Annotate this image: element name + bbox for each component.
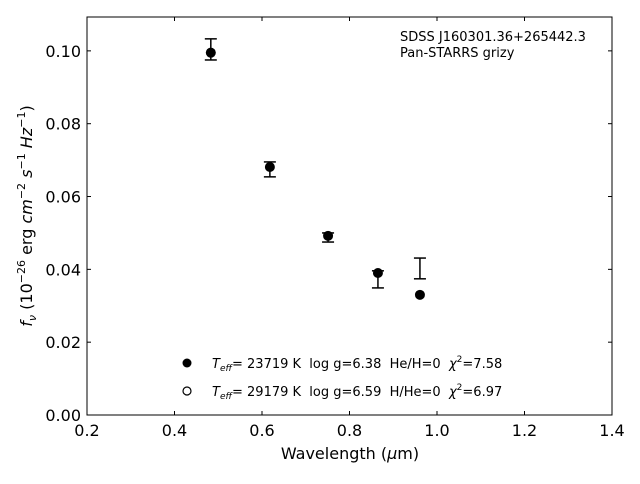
y-tick-label: 0.02 <box>45 333 81 352</box>
x-tick-label: 0.6 <box>249 421 274 440</box>
model-point-filled <box>205 47 216 58</box>
legend-marker-filled <box>182 358 192 368</box>
y-axis-label: fν (10−26 erg cm−2 s−1 Hz−1) <box>15 105 39 326</box>
model-point-filled <box>323 230 334 241</box>
plot-frame <box>86 16 613 416</box>
model-point-filled <box>372 267 383 278</box>
annotation-object: SDSS J160301.36+265442.3 <box>400 30 586 45</box>
legend: Teff= 23719 K log g=6.38 He/H=0 χ2=7.58 … <box>182 355 502 402</box>
legend-label-1: Teff= 23719 K log g=6.38 He/H=0 χ2=7.58 <box>212 355 502 374</box>
x-tick-label: 1.0 <box>424 421 449 440</box>
x-tick-label: 0.8 <box>337 421 362 440</box>
annotation-survey: Pan-STARRS grizy <box>400 46 515 61</box>
y-tick-label: 0.00 <box>45 406 81 425</box>
model-point-filled <box>264 162 275 173</box>
x-tick-label: 1.2 <box>512 421 537 440</box>
legend-label-2: Teff= 29179 K log g=6.59 H/He=0 χ2=6.97 <box>212 383 502 402</box>
y-tick-label: 0.10 <box>45 42 81 61</box>
y-tick-label: 0.08 <box>45 115 81 134</box>
model-point-filled <box>414 289 425 300</box>
x-axis-label: Wavelength (μm) <box>281 444 419 463</box>
y-tick-label: 0.06 <box>45 188 81 207</box>
x-tick-label: 1.4 <box>599 421 624 440</box>
x-tick-label: 0.4 <box>162 421 187 440</box>
legend-marker-open <box>182 386 192 396</box>
y-tick-label: 0.04 <box>45 260 81 279</box>
x-tick-label: 0.2 <box>74 421 99 440</box>
